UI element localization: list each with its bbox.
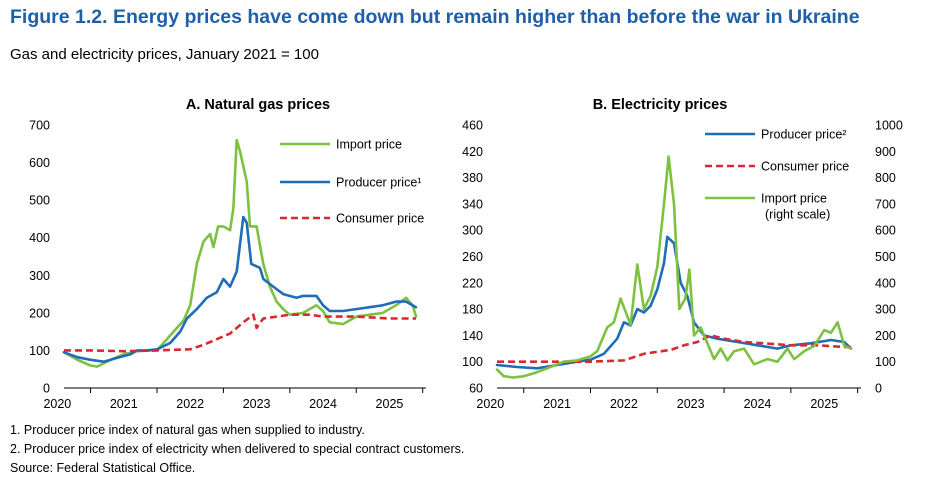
y-tick-label: 340 — [462, 197, 483, 211]
source-note: Source: Federal Statistical Office. — [10, 461, 196, 475]
chart-title: B. Electricity prices — [593, 97, 728, 113]
x-tick-label: 2021 — [543, 397, 571, 411]
x-tick-label: 2025 — [810, 397, 838, 411]
y2-tick-label: 300 — [875, 303, 896, 317]
legend-label: Producer price¹ — [336, 176, 421, 190]
y2-tick-label: 400 — [875, 276, 896, 290]
y2-tick-label: 600 — [875, 224, 896, 238]
x-tick-label: 2020 — [43, 397, 71, 411]
y-tick-label: 420 — [462, 145, 483, 159]
legend-label: Consumer price — [761, 160, 849, 174]
y-tick-label: 140 — [462, 329, 483, 343]
y-tick-label: 180 — [462, 303, 483, 317]
panel-a-natural-gas: A. Natural gas prices 2020 2021 2022 2023 202… — [29, 97, 426, 411]
y-tick-label: 300 — [29, 269, 50, 283]
y2-tick-label: 200 — [875, 329, 896, 343]
y-tick-label: 300 — [462, 224, 483, 238]
y-tick-label: 260 — [462, 250, 483, 264]
y-tick-label: 380 — [462, 171, 483, 185]
x-tick-label: 2021 — [110, 397, 138, 411]
panel-b-electricity: B. Electricity prices 2020 2021 2022 2023 202… — [462, 97, 903, 411]
charts-area: A. Natural gas prices 2020 2021 2022 2023 202… — [29, 97, 903, 411]
series-line-consumer — [64, 313, 416, 353]
notes: 1. Producer price index of natural gas w… — [10, 421, 464, 478]
y-tick-label: 200 — [29, 306, 50, 320]
y-tick-label: 60 — [469, 382, 483, 396]
y2-tick-label: 1000 — [875, 119, 903, 133]
series-line-producer — [495, 235, 853, 370]
series-line-consumer — [497, 334, 852, 364]
series-line-import — [495, 155, 853, 379]
legend-label: (right scale) — [765, 208, 830, 222]
y-tick-label: 500 — [29, 194, 50, 208]
y2-tick-label: 900 — [875, 145, 896, 159]
x-tick-label: 2020 — [476, 397, 504, 411]
x-tick-label: 2024 — [309, 397, 337, 411]
y-tick-label: 0 — [43, 382, 50, 396]
y2-tick-label: 0 — [875, 382, 882, 396]
note-electricity-producer: 2. Producer price index of electricity w… — [10, 442, 465, 456]
note-gas-producer: 1. Producer price index of natural gas w… — [10, 423, 365, 437]
legend-label: Consumer price — [336, 212, 424, 226]
y-tick-label: 460 — [462, 119, 483, 133]
figure-subtitle: Gas and electricity prices, January 2021… — [10, 46, 319, 63]
y-tick-label: 100 — [29, 344, 50, 358]
x-tick-label: 2022 — [176, 397, 204, 411]
y2-tick-label: 100 — [875, 355, 896, 369]
x-tick-label: 2024 — [744, 397, 772, 411]
legend-label: Import price — [336, 138, 402, 152]
x-tick-label: 2025 — [376, 397, 404, 411]
series-line-producer — [62, 215, 418, 364]
y-tick-label: 220 — [462, 276, 483, 290]
y2-tick-label: 500 — [875, 250, 896, 264]
y2-tick-label: 700 — [875, 197, 896, 211]
chart-title: A. Natural gas prices — [186, 97, 330, 113]
y-tick-label: 600 — [29, 156, 50, 170]
x-tick-label: 2022 — [610, 397, 638, 411]
x-tick-label: 2023 — [677, 397, 705, 411]
y2-tick-label: 800 — [875, 171, 896, 185]
y-tick-label: 400 — [29, 231, 50, 245]
figure-title: Figure 1.2. Energy prices have come down… — [10, 6, 860, 28]
y-tick-label: 100 — [462, 355, 483, 369]
x-tick-label: 2023 — [243, 397, 271, 411]
legend-label: Producer price² — [761, 128, 846, 142]
y-tick-label: 700 — [29, 119, 50, 133]
legend-label: Import price — [761, 192, 827, 206]
